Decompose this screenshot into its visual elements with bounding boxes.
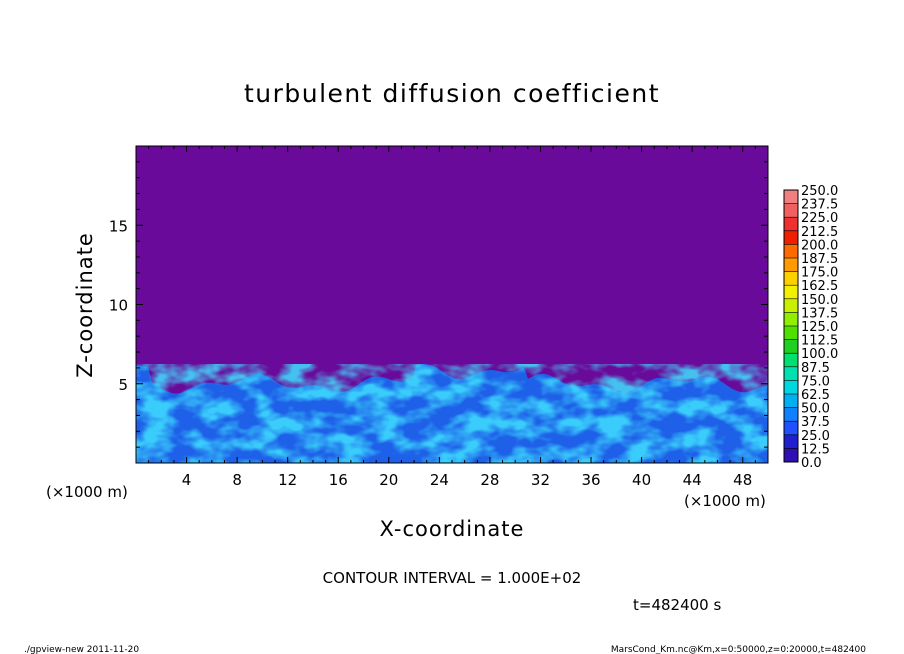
colorbar-swatch [784,326,798,340]
colorbar-swatch [784,203,798,218]
x-tick-label: 28 [480,471,499,489]
colorbar-label: 37.5 [801,415,830,430]
colorbar-swatch [784,339,798,354]
colorbar-label: 162.5 [801,279,838,294]
colorbar-label: 187.5 [801,252,838,267]
x-tick-label: 44 [683,471,702,489]
colorbar-label: 250.0 [801,184,838,199]
x-tick-label: 12 [278,471,297,489]
colorbar-swatch [784,258,798,272]
x-tick-label: 36 [581,471,600,489]
x-tick-label: 16 [329,471,348,489]
y-axis-label: Z-coordinate [73,232,97,378]
x-tick-label: 4 [182,471,192,489]
colorbar-label: 150.0 [801,293,838,308]
y-tick-label: 15 [109,217,128,235]
colorbar-swatch [784,190,798,204]
colorbar-swatch [784,421,798,436]
colorbar-swatch [784,312,798,327]
colorbar-swatch [784,394,798,408]
colorbar-label: 12.5 [801,442,830,457]
contour-interval-label: CONTOUR INTERVAL = 1.000E+02 [323,569,582,587]
colorbar-label: 175.0 [801,266,838,281]
x-tick-label: 32 [531,471,550,489]
x-tick-label: 48 [733,471,752,489]
x-tick-label: 20 [379,471,398,489]
colorbar-swatch [784,448,798,463]
x-tick-label: 8 [232,471,242,489]
colorbar-label: 212.5 [801,225,838,240]
colorbar-label: 125.0 [801,320,838,335]
chart-title: turbulent diffusion coefficient [244,79,660,108]
colorbar-label: 137.5 [801,306,838,321]
colorbar-swatch [784,230,798,245]
colorbar-swatch [784,298,798,313]
colorbar: 250.0237.5225.0212.5200.0187.5175.0162.5… [783,184,838,471]
x-tick-label: 24 [430,471,449,489]
colorbar-label: 75.0 [801,374,830,389]
colorbar-swatch [784,366,798,381]
colorbar-swatch [784,380,798,395]
y-tick-label: 5 [118,376,128,394]
colorbar-label: 62.5 [801,388,830,403]
footer-left: ./gpview-new 2011-11-20 [24,645,139,654]
colorbar-label: 0.0 [801,456,822,471]
x-axis-label: X-coordinate [380,517,525,541]
colorbar-label: 25.0 [801,429,830,444]
colorbar-swatch [784,244,798,259]
colorbar-label: 200.0 [801,238,838,253]
colorbar-label: 50.0 [801,402,830,417]
y-tick-label: 10 [109,297,128,315]
colorbar-swatch [784,285,798,300]
colorbar-swatch [784,353,798,368]
colorbar-swatch [784,407,798,422]
colorbar-label: 100.0 [801,347,838,362]
colorbar-label: 237.5 [801,198,838,213]
colorbar-label: 112.5 [801,334,838,349]
colorbar-label: 225.0 [801,211,838,226]
colorbar-swatch [784,271,798,286]
y-axis-ticks: 5 10 15 [109,161,768,448]
x-axis-unit-right: (×1000 m) [684,492,766,510]
colorbar-swatch [784,217,798,232]
footer-right: MarsCond_Km.nc@Km,x=0:50000,z=0:20000,t=… [611,645,866,654]
colorbar-swatch [784,434,798,449]
colorbar-label: 87.5 [801,361,830,376]
x-axis-unit-left: (×1000 m) [46,483,128,501]
boundary-layer-texture [136,364,768,463]
time-label: t=482400 s [633,596,721,614]
x-tick-label: 40 [632,471,651,489]
x-axis-ticks: 4 8 12 16 20 24 28 32 36 40 44 48 [148,146,756,489]
turbulence-layer [136,364,768,463]
